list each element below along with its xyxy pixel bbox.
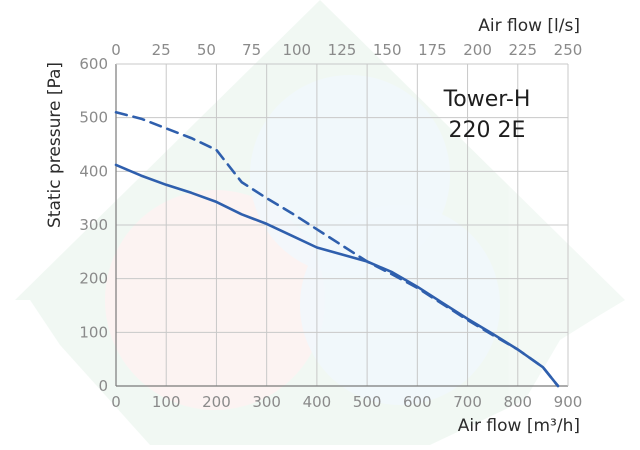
x2-tick-label: 25 bbox=[152, 41, 171, 59]
x-tick-label: 100 bbox=[152, 393, 181, 411]
model-label-line2: 220 2E bbox=[449, 118, 526, 143]
y-axis-title: Static pressure [Pa] bbox=[45, 62, 65, 228]
series-group bbox=[114, 111, 560, 388]
y-tick-label: 400 bbox=[79, 162, 108, 180]
x2-tick-label: 50 bbox=[197, 41, 216, 59]
x2-tick-label: 0 bbox=[111, 41, 121, 59]
axes bbox=[115, 63, 569, 387]
x2-tick-label: 175 bbox=[418, 41, 447, 59]
x-tick-label: 800 bbox=[503, 393, 532, 411]
x-tick-label: 900 bbox=[554, 393, 583, 411]
y-tick-label: 300 bbox=[79, 216, 108, 234]
x-tick-label: 700 bbox=[453, 393, 482, 411]
y-tick-label: 0 bbox=[98, 377, 108, 395]
x-tick-label: 0 bbox=[111, 393, 121, 411]
x2-tick-label: 100 bbox=[282, 41, 311, 59]
x-axis-title: Air flow [m³/h] bbox=[458, 416, 580, 436]
y-tick-label: 500 bbox=[79, 109, 108, 127]
y-tick-label: 600 bbox=[79, 55, 108, 73]
x-tick-label: 200 bbox=[202, 393, 231, 411]
x2-tick-label: 75 bbox=[242, 41, 261, 59]
x2-tick-label: 225 bbox=[508, 41, 537, 59]
x2-tick-label: 125 bbox=[328, 41, 357, 59]
x-tick-label: 400 bbox=[303, 393, 332, 411]
y-tick-label: 200 bbox=[79, 270, 108, 288]
watermark-logo bbox=[15, 0, 625, 445]
y-tick-label: 100 bbox=[79, 323, 108, 341]
x2-axis-title: Air flow [l/s] bbox=[478, 16, 580, 36]
series-line-dashed bbox=[114, 111, 560, 388]
x2-tick-label: 150 bbox=[373, 41, 402, 59]
x-tick-label: 500 bbox=[353, 393, 382, 411]
x-tick-label: 300 bbox=[252, 393, 281, 411]
x-tick-label: 600 bbox=[403, 393, 432, 411]
model-label-line1: Tower-H bbox=[443, 87, 531, 112]
x2-tick-label: 200 bbox=[463, 41, 492, 59]
x2-tick-label: 250 bbox=[554, 41, 583, 59]
